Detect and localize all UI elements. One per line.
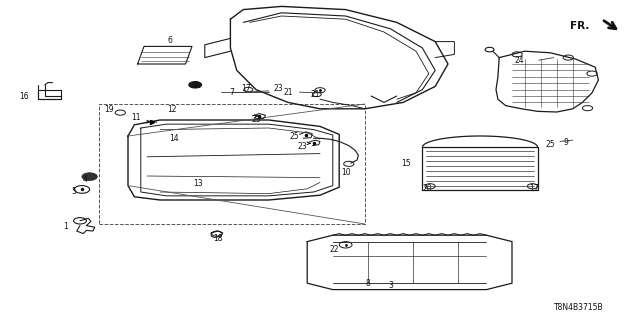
Circle shape bbox=[189, 82, 202, 88]
Text: 5: 5 bbox=[71, 188, 76, 196]
Text: 4: 4 bbox=[83, 175, 88, 184]
Text: 21: 21 bbox=[310, 90, 319, 99]
Text: 25: 25 bbox=[289, 132, 300, 141]
Text: 12: 12 bbox=[167, 105, 176, 114]
Text: 20: 20 bbox=[422, 184, 433, 193]
Text: 9: 9 bbox=[564, 138, 569, 147]
Text: 13: 13 bbox=[193, 179, 204, 188]
Text: 19: 19 bbox=[104, 105, 114, 114]
Text: 17: 17 bbox=[241, 84, 252, 93]
Text: 14: 14 bbox=[169, 134, 179, 143]
Text: 3: 3 bbox=[388, 281, 394, 290]
Text: 7: 7 bbox=[229, 88, 234, 97]
Text: 21: 21 bbox=[284, 88, 292, 97]
Text: T8N4B3715B: T8N4B3715B bbox=[554, 303, 604, 312]
Text: 17: 17 bbox=[529, 184, 540, 193]
Text: FR.: FR. bbox=[570, 20, 589, 31]
Text: 24: 24 bbox=[515, 56, 525, 65]
Text: 25: 25 bbox=[545, 140, 556, 149]
Text: 6: 6 bbox=[167, 36, 172, 44]
Text: 18: 18 bbox=[213, 234, 222, 243]
Text: 16: 16 bbox=[19, 92, 29, 100]
Circle shape bbox=[82, 173, 97, 180]
Text: 11: 11 bbox=[131, 113, 140, 122]
Text: 2: 2 bbox=[193, 81, 198, 90]
Text: 8: 8 bbox=[365, 279, 371, 288]
Text: 22: 22 bbox=[330, 245, 339, 254]
Text: 15: 15 bbox=[401, 159, 412, 168]
Text: 1: 1 bbox=[63, 222, 68, 231]
Text: 10: 10 bbox=[340, 168, 351, 177]
Bar bbox=[99, 104, 365, 224]
Text: 23: 23 bbox=[251, 115, 261, 124]
Text: 23: 23 bbox=[297, 142, 307, 151]
Text: 23: 23 bbox=[273, 84, 284, 93]
